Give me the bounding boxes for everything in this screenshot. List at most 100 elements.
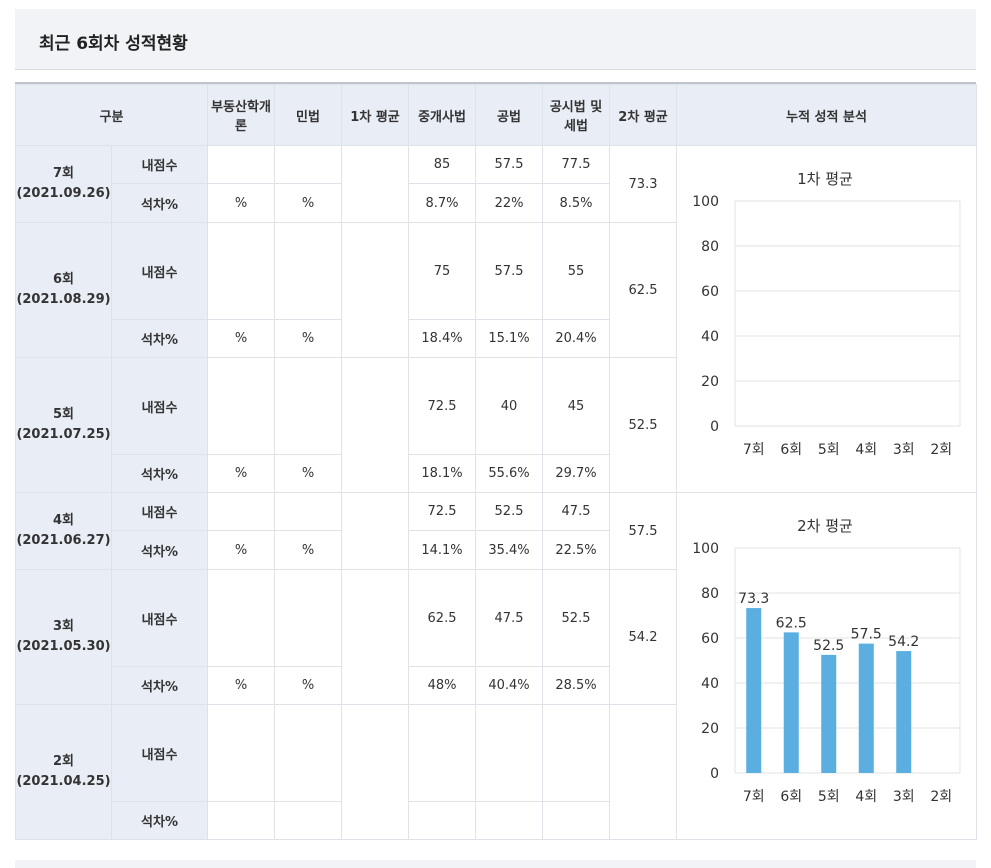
- data-label: 54.2: [888, 634, 919, 650]
- header-second-average: 2차 평균: [609, 84, 678, 146]
- header-category: 구분: [14, 84, 209, 146]
- bar-chart: 1차 평균 0 20 40 60 80 100 7회 6회 5회 4회 3회 2회: [692, 170, 961, 458]
- score-cell-public-law: 57.5: [475, 222, 544, 320]
- table-row: 석차%%% 48% 40.4% 28.5%: [16, 666, 977, 705]
- first-average-cell: [341, 704, 410, 840]
- header-civil-law: 민법: [274, 84, 343, 146]
- row-label-gap: 석차%: [110, 319, 209, 358]
- score-cell-civil-law: [274, 357, 343, 455]
- chart-title: 2차 평균: [797, 517, 853, 535]
- bar-chart: 2차 평균 0 20 40 60 80 100 7회 73.3 6회 62.5 5회 52.5 4회 57.…: [692, 517, 961, 805]
- y-tick-label: 80: [701, 239, 719, 255]
- round-date: (2021.08.29): [16, 292, 111, 307]
- gap-cell-disclosure-tax-law: 22.5%: [542, 530, 611, 570]
- y-tick-label: 20: [701, 721, 719, 737]
- y-tick-label: 60: [701, 284, 719, 300]
- round-name: 4회: [52, 513, 74, 528]
- score-cell-real-estate-intro: [207, 704, 276, 802]
- round-date: (2021.06.27): [16, 533, 111, 548]
- x-tick-label: 7회: [743, 789, 765, 805]
- header-row: 구분 부동산학개론 민법 1차 평균 중개사법 공법 공시법 및 세법 2차 평…: [14, 84, 978, 146]
- gap-cell-civil-law: [274, 801, 343, 840]
- round-label: 3회 (2021.05.30): [15, 569, 112, 705]
- gap-cell-brokerage-law: 8.7%: [408, 183, 477, 223]
- gap-cell-civil-law: %: [274, 666, 343, 705]
- first-average-cell: [341, 145, 410, 223]
- bar: [746, 608, 762, 773]
- row-label-score: 내점수: [110, 145, 209, 184]
- row-label-score: 내점수: [110, 704, 209, 802]
- table-row: 4회 (2021.06.27) 내점수 72.5 52.5 47.5 57.5 2차 평균 0 2…: [15, 492, 978, 840]
- score-cell-disclosure-tax-law: 45: [542, 357, 611, 455]
- data-label: 73.3: [738, 591, 769, 607]
- score-cell-civil-law: [274, 492, 343, 531]
- score-cell-civil-law: [274, 704, 343, 802]
- score-cell-brokerage-law: 85: [408, 145, 477, 184]
- round-label: 7회 (2021.09.26): [15, 145, 112, 223]
- gap-cell-real-estate-intro: [207, 801, 276, 840]
- x-tick-label: 2회: [930, 442, 952, 458]
- header-first-average: 1차 평균: [341, 84, 410, 146]
- score-cell-public-law: 57.5: [475, 145, 544, 184]
- round-label: 2회 (2021.04.25): [15, 704, 112, 840]
- table-row: 7회 (2021.09.26) 내점수 85 57.5 77.5 73.3 1차 평균 0 20 4…: [15, 145, 978, 493]
- second-average-cell: 57.5: [609, 492, 678, 570]
- score-cell-brokerage-law: 75: [408, 222, 477, 320]
- x-tick-label: 4회: [855, 442, 877, 458]
- row-label-gap: 석차%: [110, 454, 209, 493]
- gap-cell-civil-law: %: [274, 530, 343, 570]
- x-tick-label: 4회: [855, 789, 877, 805]
- score-cell-public-law: [475, 704, 544, 802]
- y-tick-label: 80: [701, 586, 719, 602]
- score-table: 구분 부동산학개론 민법 1차 평균 중개사법 공법 공시법 및 세법 2차 평…: [14, 84, 978, 840]
- y-tick-label: 40: [701, 676, 719, 692]
- gap-cell-real-estate-intro: %: [207, 666, 276, 705]
- gap-cell-real-estate-intro: %: [207, 183, 276, 223]
- gap-cell-brokerage-law: 14.1%: [408, 530, 477, 570]
- header-public-law: 공법: [475, 84, 544, 146]
- score-cell-real-estate-intro: [207, 492, 276, 531]
- score-cell-disclosure-tax-law: 47.5: [542, 492, 611, 531]
- y-tick-label: 0: [710, 419, 719, 435]
- score-cell-brokerage-law: [408, 704, 477, 802]
- next-section-bar: [15, 860, 976, 868]
- score-cell-disclosure-tax-law: 52.5: [542, 569, 611, 667]
- bar: [896, 651, 912, 773]
- score-cell-public-law: 40: [475, 357, 544, 455]
- row-label-score: 내점수: [110, 569, 209, 667]
- gap-cell-disclosure-tax-law: 29.7%: [542, 454, 611, 493]
- score-cell-disclosure-tax-law: 55: [542, 222, 611, 320]
- data-label: 57.5: [851, 627, 882, 643]
- score-cell-brokerage-law: 62.5: [408, 569, 477, 667]
- round-label: 5회 (2021.07.25): [15, 357, 112, 493]
- x-tick-label: 3회: [893, 442, 915, 458]
- bar: [858, 643, 874, 773]
- header-brokerage-law: 중개사법: [408, 84, 477, 146]
- table-row: 6회 (2021.08.29) 내점수 75 57.5 55 62.5: [15, 222, 977, 358]
- y-tick-label: 0: [710, 766, 719, 782]
- row-label-score: 내점수: [110, 492, 209, 531]
- score-cell-civil-law: [274, 569, 343, 667]
- first-average-cell: [341, 222, 410, 358]
- y-tick-label: 100: [692, 541, 719, 557]
- x-tick-label: 2회: [930, 789, 952, 805]
- gap-cell-brokerage-law: 48%: [408, 666, 477, 705]
- first-average-chart: 1차 평균 0 20 40 60 80 100 7회 6회 5회 4회 3회 2회: [676, 145, 978, 493]
- gap-cell-public-law: 15.1%: [475, 319, 544, 358]
- gap-cell-public-law: [475, 801, 544, 840]
- row-label-score: 내점수: [110, 357, 209, 455]
- score-cell-real-estate-intro: [207, 357, 276, 455]
- gap-cell-public-law: 55.6%: [475, 454, 544, 493]
- round-date: (2021.04.25): [16, 774, 111, 789]
- round-name: 5회: [52, 407, 74, 422]
- y-tick-label: 100: [692, 194, 719, 210]
- header-real-estate-intro: 부동산학개론: [207, 84, 276, 146]
- score-cell-brokerage-law: 72.5: [408, 492, 477, 531]
- gap-cell-civil-law: %: [274, 319, 343, 358]
- score-cell-real-estate-intro: [207, 569, 276, 667]
- score-cell-civil-law: [274, 222, 343, 320]
- score-cell-public-law: 52.5: [475, 492, 544, 531]
- x-tick-label: 5회: [818, 789, 840, 805]
- gap-cell-civil-law: %: [274, 183, 343, 223]
- score-cell-real-estate-intro: [207, 145, 276, 184]
